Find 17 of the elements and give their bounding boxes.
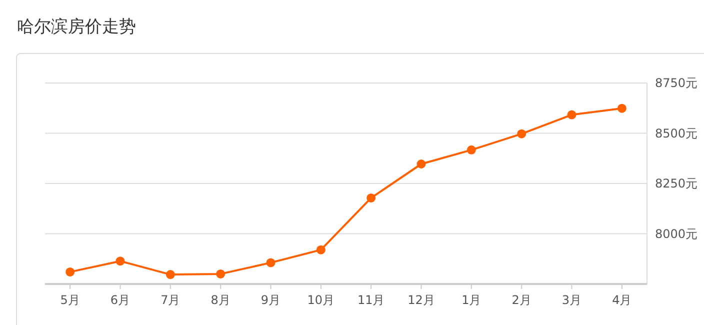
- ytick: 8500元: [655, 126, 698, 140]
- xtick: 3月: [562, 293, 582, 307]
- xtick: 6月: [110, 293, 130, 307]
- xtick: 11月: [357, 293, 385, 307]
- ytick: 8250元: [655, 176, 698, 190]
- xtick: 12月: [408, 293, 435, 307]
- xtick: 8月: [210, 293, 230, 307]
- ytick: 8750元: [655, 76, 698, 90]
- xtick: 10月: [307, 293, 335, 307]
- xtick: 9月: [260, 293, 281, 307]
- xtick: 1月: [462, 293, 482, 307]
- title: 哈尔滨房价走势: [17, 17, 136, 37]
- xtick: 5月: [60, 293, 80, 307]
- xtick: 4月: [612, 293, 632, 307]
- ytick: 8000元: [655, 226, 698, 241]
- xtick: 7月: [160, 293, 180, 307]
- xtick: 2月: [512, 293, 532, 307]
